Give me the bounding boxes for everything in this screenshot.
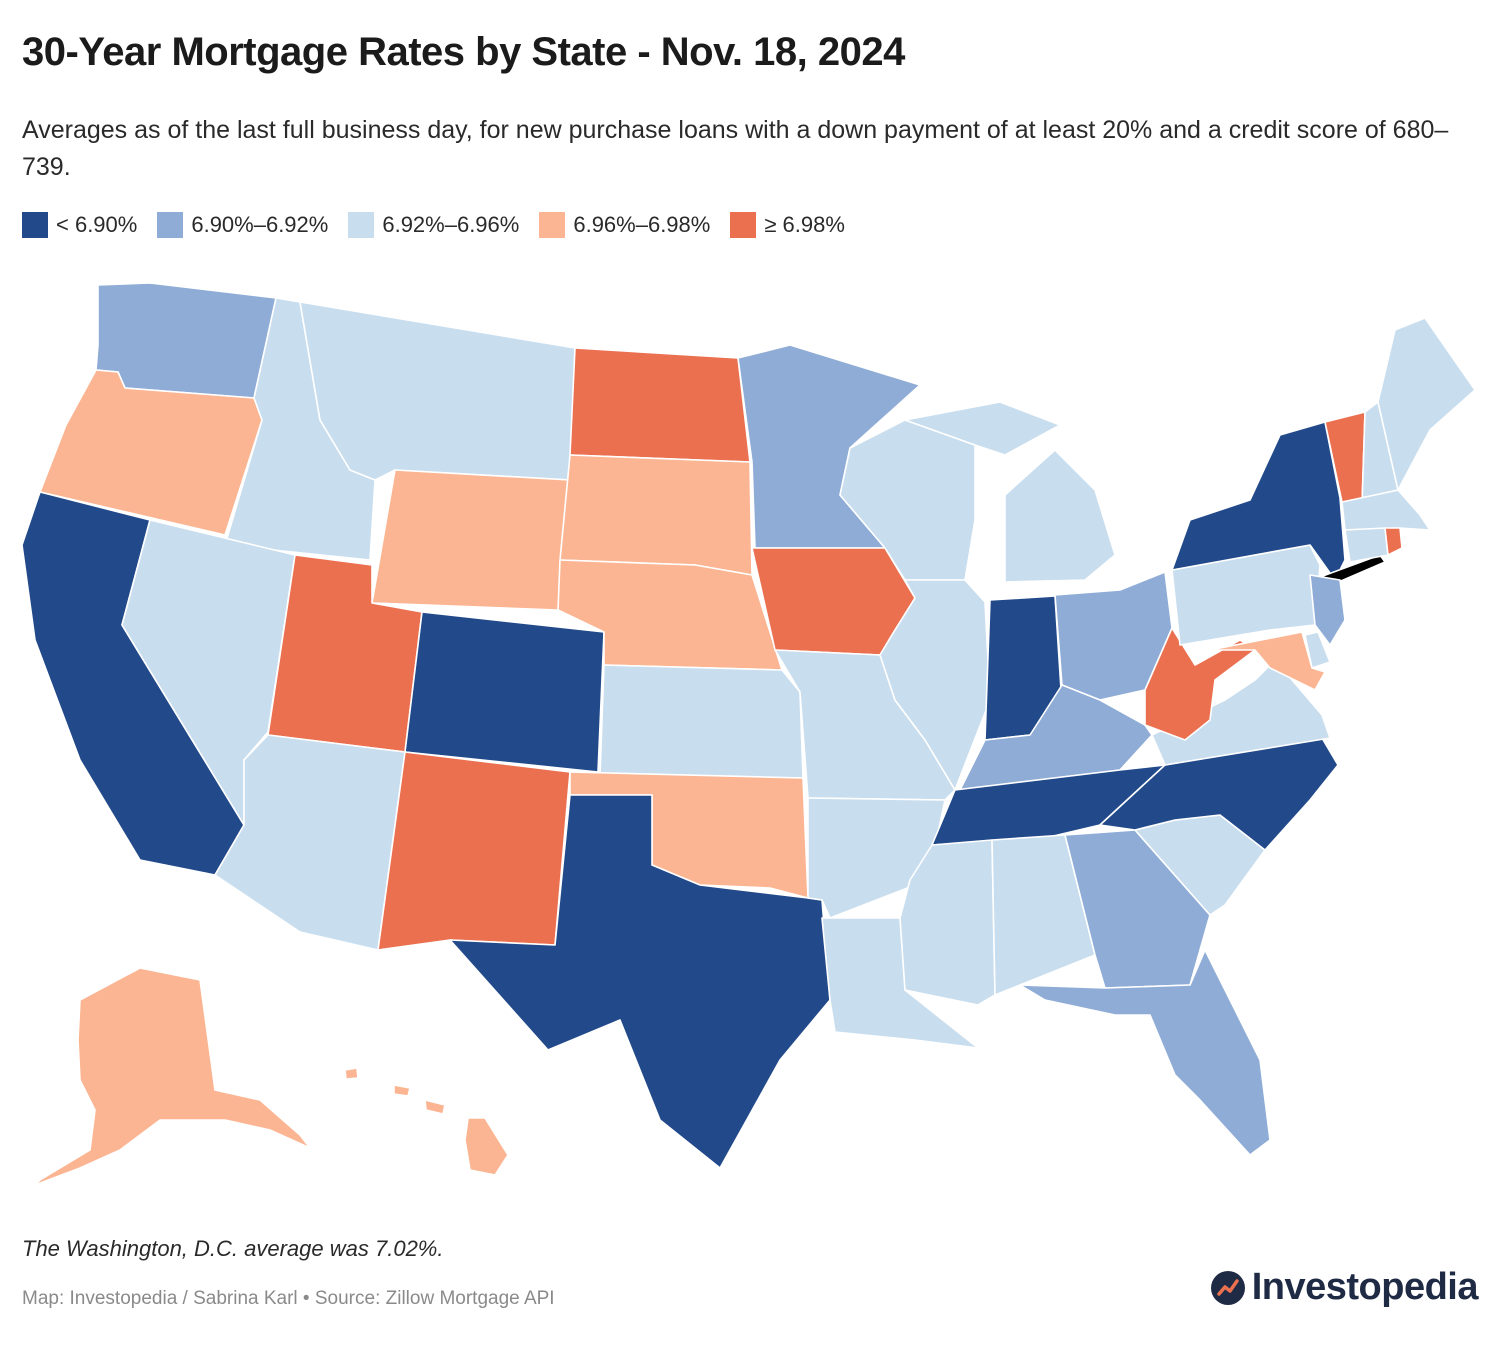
legend-item-3: 6.96%–6.98% xyxy=(539,212,710,238)
state-CO xyxy=(404,611,605,773)
legend-label-4: ≥ 6.98% xyxy=(764,212,845,237)
legend-label-3: 6.96%–6.98% xyxy=(573,212,711,237)
legend-item-1: 6.90%–6.92% xyxy=(157,212,328,238)
legend-swatch-1 xyxy=(157,212,184,238)
legend-swatch-4 xyxy=(730,212,757,238)
state-RI xyxy=(1384,527,1403,556)
legend-item-4: ≥ 6.98% xyxy=(730,212,845,238)
state-NY xyxy=(1171,421,1346,581)
legend-label-1: 6.90%–6.92% xyxy=(191,212,329,237)
legend-swatch-2 xyxy=(348,212,375,238)
state-MI xyxy=(1004,449,1116,583)
state-KS xyxy=(599,664,804,779)
state-FL xyxy=(1019,949,1271,1156)
state-NJ xyxy=(1309,574,1346,646)
state-AK xyxy=(34,967,311,1186)
state-HI-island-4 xyxy=(464,1117,509,1176)
state-TX xyxy=(449,794,831,1169)
state-IL xyxy=(879,579,991,791)
state-SD xyxy=(559,454,753,576)
map-title: 30-Year Mortgage Rates by State - Nov. 1… xyxy=(22,30,905,74)
map-subtitle: Averages as of the last full business da… xyxy=(22,116,1449,181)
state-MI-UP xyxy=(904,401,1061,456)
legend-swatch-0 xyxy=(22,212,48,238)
state-WA xyxy=(95,282,277,399)
state-AZ xyxy=(214,734,406,951)
state-ME xyxy=(1377,317,1476,491)
state-VA xyxy=(1151,659,1331,766)
state-AL xyxy=(991,834,1096,996)
state-HI xyxy=(344,1067,509,1176)
state-WV xyxy=(1144,627,1256,741)
legend-label-2: 6.92%–6.96% xyxy=(382,212,520,237)
state-MT xyxy=(299,301,576,481)
state-NM xyxy=(377,751,571,951)
state-ND xyxy=(569,347,751,463)
state-HI-island-1 xyxy=(344,1067,359,1080)
dc-note: The Washington, D.C. average was 7.02%. xyxy=(22,1236,444,1261)
legend: < 6.90% 6.90%–6.92% 6.92%–6.96% 6.96%–6.… xyxy=(22,212,865,238)
us-state-map xyxy=(21,282,1476,1186)
state-CT xyxy=(1344,527,1389,563)
brand-logo: Investopedia xyxy=(1210,1266,1479,1309)
legend-item-0: < 6.90% xyxy=(22,212,137,238)
state-WY xyxy=(371,469,571,611)
brand-name: Investopedia xyxy=(1251,1266,1479,1308)
legend-label-0: < 6.90% xyxy=(56,212,138,237)
state-HI-island-3 xyxy=(424,1099,446,1115)
investopedia-logo-icon xyxy=(1210,1270,1245,1305)
state-MD xyxy=(1209,631,1326,691)
legend-swatch-3 xyxy=(539,212,566,238)
state-HI-island-2 xyxy=(393,1084,411,1097)
source-credit: Map: Investopedia / Sabrina Karl • Sourc… xyxy=(22,1288,555,1309)
legend-item-2: 6.92%–6.96% xyxy=(348,212,519,238)
